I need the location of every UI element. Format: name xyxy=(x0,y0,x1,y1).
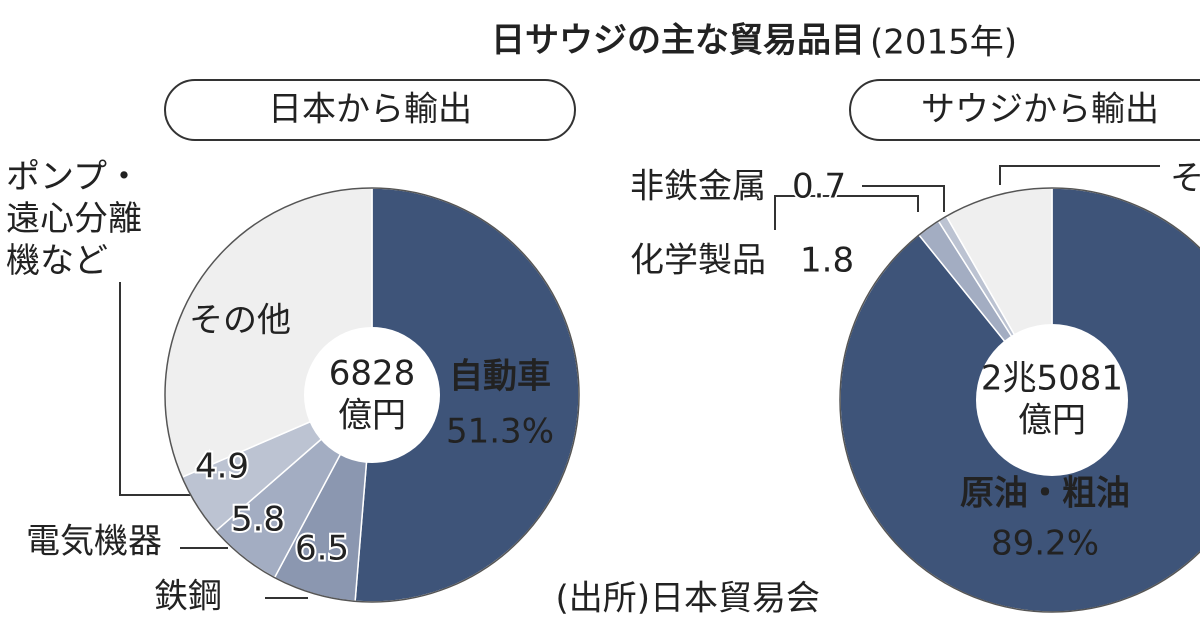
category-label: 鉄鋼 xyxy=(154,577,222,617)
category-label: 原油・粗油 xyxy=(960,474,1130,514)
value-label: 5.8 xyxy=(231,500,285,540)
title-note: (2015年) xyxy=(870,23,1017,63)
title: 日サウジの主な貿易品目 xyxy=(491,21,865,61)
source: (出所)日本貿易会 xyxy=(555,579,820,619)
center-hole xyxy=(976,324,1128,476)
leader-line xyxy=(119,282,195,496)
category-label: 非鉄金属 xyxy=(630,167,766,207)
category-label: その他 xyxy=(189,301,291,341)
category-label: 自動車 xyxy=(449,357,551,397)
category-label: 化学製品 xyxy=(630,241,766,281)
value-label: 0.7 xyxy=(792,167,846,207)
pie-title: 日本から輸出 xyxy=(268,90,472,130)
total-unit: 億円 xyxy=(1018,401,1086,441)
total: 2兆5081 xyxy=(981,359,1123,399)
leader-line xyxy=(862,185,945,212)
value-label: 89.2% xyxy=(991,524,1099,564)
value-label: 6.5 xyxy=(295,529,349,569)
pie-outline xyxy=(839,187,1200,613)
center-hole xyxy=(304,327,440,463)
value-label: 51.3% xyxy=(446,412,554,452)
value-label: 1.8 xyxy=(800,241,854,281)
category-label: その他 xyxy=(1170,159,1200,199)
pie-title: サウジから輸出 xyxy=(921,90,1159,130)
pill xyxy=(849,79,1200,141)
category-label: 電気機器 xyxy=(26,522,162,562)
pill xyxy=(164,79,576,141)
leader-line xyxy=(774,195,919,230)
category-label-box: ポンプ・遠心分離機など xyxy=(6,157,142,281)
pie-outline xyxy=(164,187,580,603)
category-label: ポンプ・遠心分離機など xyxy=(6,157,142,281)
total-unit: 億円 xyxy=(338,396,406,436)
leader-line xyxy=(999,165,1160,185)
total: 6828 xyxy=(329,354,416,394)
value-label: 4.9 xyxy=(195,447,249,487)
